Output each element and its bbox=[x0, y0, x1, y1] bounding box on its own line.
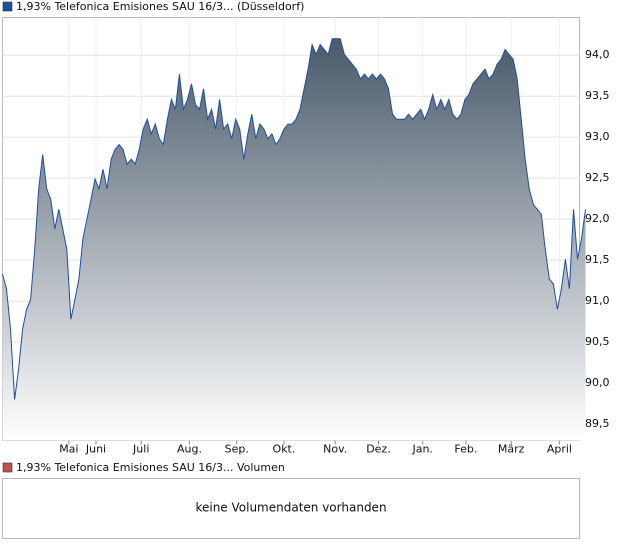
y-tick-label: 90,0 bbox=[585, 376, 610, 389]
x-tick-label: April bbox=[547, 443, 572, 456]
y-tick-label: 92,0 bbox=[585, 212, 610, 225]
legend-swatch bbox=[2, 462, 13, 473]
x-tick-label: Feb. bbox=[454, 443, 477, 456]
legend-swatch bbox=[2, 1, 13, 12]
x-tick-label: Nov. bbox=[323, 443, 347, 456]
x-tick-label: März bbox=[498, 443, 525, 456]
x-tick-label: Sep. bbox=[225, 443, 249, 456]
x-tick-label: Jan. bbox=[411, 443, 432, 456]
x-tick-label: Aug. bbox=[177, 443, 202, 456]
legend-label: 1,93% Telefonica Emisiones SAU 16/3... (… bbox=[16, 0, 304, 13]
y-tick-label: 90,5 bbox=[585, 335, 610, 348]
x-tick-label: Juni bbox=[85, 443, 106, 456]
y-tick-label: 91,5 bbox=[585, 253, 610, 266]
y-tick-label: 91,0 bbox=[585, 294, 610, 307]
area bbox=[2, 38, 586, 441]
x-tick-label: Dez. bbox=[366, 443, 391, 456]
volume-legend: 1,93% Telefonica Emisiones SAU 16/3... V… bbox=[16, 461, 285, 474]
y-tick-label: 89,5 bbox=[585, 417, 610, 430]
x-tick-label: Mai bbox=[59, 443, 78, 456]
price-line bbox=[2, 38, 586, 400]
volume-frame bbox=[2, 478, 580, 539]
y-tick-label: 93,0 bbox=[585, 130, 610, 143]
x-tick-label: Okt. bbox=[273, 443, 296, 456]
y-tick-label: 93,5 bbox=[585, 89, 610, 102]
y-tick-label: 92,5 bbox=[585, 171, 610, 184]
x-tick-label: Juli bbox=[132, 443, 149, 456]
y-tick-label: 94,0 bbox=[585, 48, 610, 61]
no-volume-message: keine Volumendaten vorhanden bbox=[195, 501, 386, 515]
